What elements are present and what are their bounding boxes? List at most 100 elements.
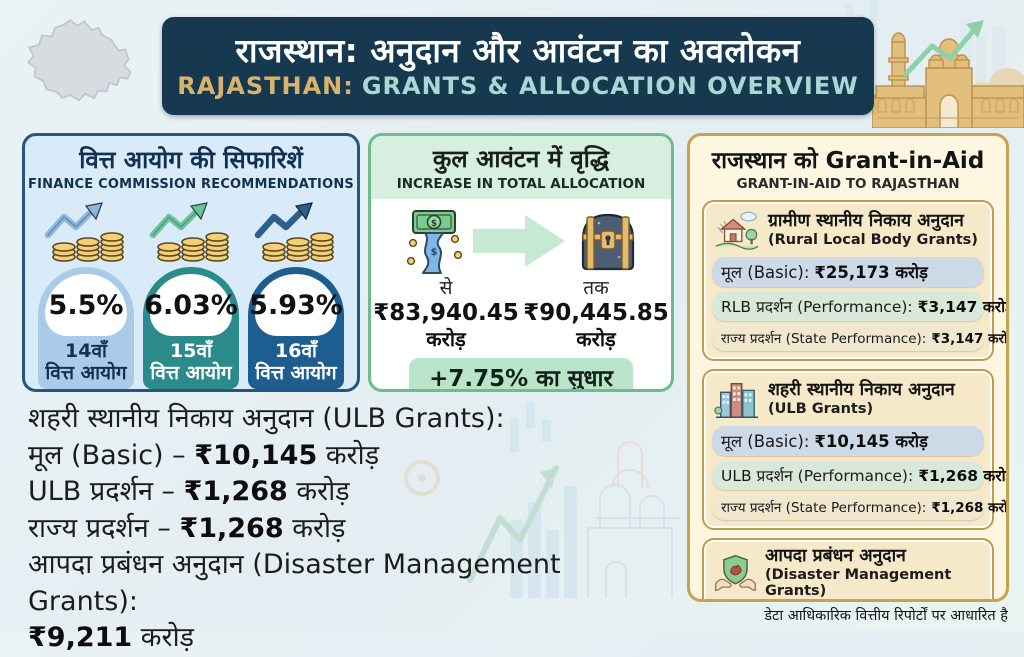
summary-text: मूल (Basic) –: [28, 439, 195, 471]
summary-text: करोड़: [283, 512, 346, 544]
to-amount-block: तक ₹90,445.85 करोड़: [521, 277, 671, 351]
finance-panel-title: वित्त आयोग की सिफारिशें: [79, 146, 303, 174]
row-value: ₹1,268 करोड़: [931, 500, 1009, 516]
summary-bold: ₹9,211: [28, 622, 133, 653]
summary-text: करोड़: [287, 476, 350, 507]
grant-row-basic: मूल (Basic): ₹25,173 करोड़: [712, 257, 984, 287]
label-line1: 16वाँ: [275, 340, 317, 363]
header-banner: राजस्थान: अनुदान और आवंटन का अवलोकन RAJA…: [162, 17, 874, 115]
grant-row-performance: ULB प्रदर्शन (Performance): ₹1,268 करोड़: [712, 461, 1006, 490]
from-amount: ₹83,940.45: [373, 299, 519, 326]
summary-line: ₹9,211 करोड़: [28, 620, 678, 657]
summary-bold: ₹10,145: [194, 439, 318, 471]
grant-row-basic: मूल (Basic): ₹10,145 करोड़: [712, 426, 984, 456]
coins-growth-icon: [254, 202, 334, 262]
finance-items: 5.5% 14वाँ वित्त आयोग 6.03%: [25, 192, 357, 389]
row-label: मूल (Basic):: [721, 432, 810, 451]
allocation-panel-header: कुल आवंटन में वृद्धि INCREASE IN TOTAL A…: [371, 136, 671, 199]
disaster-card-header: आपदा प्रबंधन अनुदान (Disaster Management…: [712, 546, 984, 599]
background-chart-watermark: [404, 402, 680, 598]
city-buildings-icon: [714, 382, 759, 418]
rajasthan-map-icon: [26, 19, 132, 102]
row-label: राज्य प्रदर्शन (State Performance):: [721, 500, 927, 516]
money-outflow-icon: $ $: [406, 210, 463, 274]
row-value: ₹3,147 करोड़: [917, 298, 1009, 316]
label-line2: वित्त आयोग: [255, 361, 337, 384]
finance-capsule-14th: 5.5% 14वाँ वित्त आयोग: [38, 267, 134, 389]
allocation-increase-panel: कुल आवंटन में वृद्धि INCREASE IN TOTAL A…: [368, 133, 674, 392]
summary-line: आपदा प्रबंधन अनुदान (Disaster Management…: [28, 547, 678, 620]
section-subtitle: (Rural Local Body Grants): [768, 231, 978, 248]
finance-percent: 5.93%: [249, 289, 343, 321]
label-line1: 15वाँ: [170, 340, 212, 363]
summary-block: शहरी स्थानीय निकाय अनुदान (ULB Grants): …: [28, 401, 678, 657]
header-title-en-rest: GRANTS & ALLOCATION OVERVIEW: [361, 72, 859, 101]
grant-row-performance: RLB प्रदर्शन (Performance): ₹3,147 करोड़: [712, 292, 1006, 321]
summary-text: करोड़: [132, 622, 195, 653]
grants-panel-subtitle: GRANT-IN-AID TO RAJASTHAN: [736, 176, 960, 192]
header-title-english: RAJASTHAN: GRANTS & ALLOCATION OVERVIEW: [177, 72, 858, 100]
coins-growth-icon: [149, 202, 229, 262]
finance-capsule-15th: 6.03% 15वाँ वित्त आयोग: [143, 267, 239, 389]
summary-line: राज्य प्रदर्शन – ₹1,268 करोड़: [28, 511, 678, 548]
finance-item-label: 14वाँ वित्त आयोग: [38, 336, 134, 389]
percent-arch: 5.5%: [45, 274, 127, 336]
allocation-panel-title: कुल आवंटन में वृद्धि: [432, 145, 610, 173]
summary-text: ULB प्रदर्शन –: [28, 476, 184, 507]
finance-percent: 5.5%: [48, 289, 124, 321]
to-unit: करोड़: [576, 327, 616, 352]
summary-line: शहरी स्थानीय निकाय अनुदान (ULB Grants):: [28, 401, 678, 438]
grants-panel-title: राजस्थान को Grant-in-Aid: [711, 148, 985, 174]
percent-arch: 6.03%: [144, 274, 238, 336]
row-value: ₹25,173 करोड़: [814, 263, 928, 282]
finance-commission-panel: वित्त आयोग की सिफारिशें FINANCE COMMISSI…: [22, 133, 360, 392]
grant-section-disaster: आपदा प्रबंधन अनुदान (Disaster Management…: [702, 538, 994, 599]
grant-row-state-performance: राज्य प्रदर्शन (State Performance): ₹1,2…: [712, 495, 1006, 520]
section-subtitle: (ULB Grants): [768, 400, 874, 417]
header-title-hindi: राजस्थान: अनुदान और आवंटन का अवलोकन: [235, 30, 801, 70]
rural-house-icon: [715, 211, 759, 250]
summary-bold: ₹1,268: [179, 512, 284, 544]
row-label: ULB प्रदर्शन (Performance):: [721, 467, 914, 485]
row-value: ₹10,145 करोड़: [814, 432, 928, 451]
row-value: ₹1,268 करोड़: [918, 467, 1009, 485]
svg-text:$: $: [431, 219, 437, 229]
shield-hands-icon: [715, 554, 756, 591]
label-line2: वित्त आयोग: [150, 361, 232, 384]
fort-skyline-icon: [872, 18, 1024, 128]
finance-item-14th: 5.5% 14वाँ वित्त आयोग: [38, 192, 134, 389]
row-label: RLB प्रदर्शन (Performance):: [721, 298, 913, 316]
section-subtitle: (Disaster Management Grants): [764, 566, 952, 599]
rural-card-header: ग्रामीण स्थानीय निकाय अनुदान (Rural Loca…: [712, 208, 984, 252]
finance-item-16th: 5.93% 16वाँ वित्त आयोग: [248, 192, 344, 389]
percent-arch: 5.93%: [249, 274, 343, 336]
finance-item-15th: 6.03% 15वाँ वित्त आयोग: [143, 192, 239, 389]
row-label: राज्य प्रदर्शन (State Performance):: [721, 331, 927, 347]
increase-arrow-icon: [473, 215, 565, 267]
summary-line: ULB प्रदर्शन – ₹1,268 करोड़: [28, 474, 678, 511]
label-line1: 14वाँ: [65, 340, 107, 363]
row-value: ₹3,147 करोड़: [931, 331, 1009, 347]
section-title: आपदा प्रबंधन अनुदान: [764, 546, 906, 566]
grant-in-aid-panel: राजस्थान को Grant-in-Aid GRANT-IN-AID TO…: [687, 133, 1009, 602]
finance-panel-subtitle: FINANCE COMMISSION RECOMMENDATIONS: [28, 177, 354, 192]
summary-text: करोड़: [317, 439, 380, 471]
summary-text: राज्य प्रदर्शन –: [28, 512, 180, 544]
grant-section-rural: ग्रामीण स्थानीय निकाय अनुदान (Rural Loca…: [702, 200, 1006, 361]
from-amount-block: से ₹83,940.45 करोड़: [371, 277, 521, 351]
from-unit: करोड़: [426, 327, 466, 352]
grant-row-state-performance: राज्य प्रदर्शन (State Performance): ₹3,1…: [712, 326, 1006, 351]
to-label: तक: [583, 277, 609, 299]
row-label: मूल (Basic):: [721, 263, 810, 282]
section-title: शहरी स्थानीय निकाय अनुदान: [768, 380, 955, 401]
treasure-chest-icon: [581, 213, 635, 271]
allocation-amounts-row: से ₹83,940.45 करोड़ तक ₹90,445.85 करोड़: [371, 277, 671, 351]
allocation-panel-subtitle: INCREASE IN TOTAL ALLOCATION: [396, 176, 646, 192]
change-badge: +7.75% का सुधार: [409, 358, 633, 389]
from-label: से: [439, 277, 453, 299]
allocation-icons-row: $ $: [371, 207, 671, 275]
svg-text:$: $: [431, 247, 438, 258]
coins-growth-icon: [44, 202, 124, 262]
section-title: ग्रामीण स्थानीय निकाय अनुदान: [768, 211, 964, 232]
